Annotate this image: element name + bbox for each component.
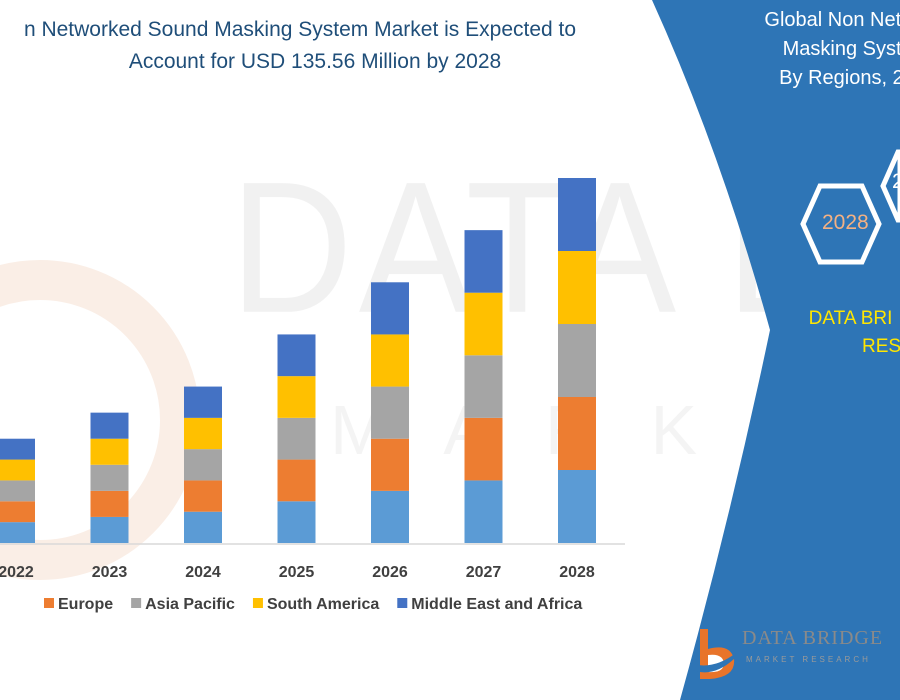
x-tick-label-2026: 2026 bbox=[372, 564, 408, 581]
x-tick-label-2024: 2024 bbox=[185, 564, 221, 581]
side-panel: Global Non Netw Masking Syster By Region… bbox=[600, 0, 900, 700]
side-panel-title-line-2: Masking Syster bbox=[782, 38, 900, 60]
side-panel-title-line-1: Global Non Netw bbox=[764, 9, 900, 31]
bar-2024-series-2 bbox=[184, 449, 222, 481]
bar-2027-series-3 bbox=[464, 292, 503, 356]
x-tick-label-2025: 2025 bbox=[279, 564, 315, 581]
bar-2023-series-0 bbox=[90, 516, 129, 543]
legend-swatch-3 bbox=[252, 598, 263, 608]
side-panel-title-line-3: By Regions, 20 bbox=[779, 67, 900, 89]
bar-2025-series-4 bbox=[277, 334, 316, 377]
legend-label-1: Europe bbox=[58, 596, 113, 613]
x-tick-label-2028: 2028 bbox=[559, 564, 595, 581]
bar-2023-series-4 bbox=[90, 412, 129, 439]
bar-2025-series-2 bbox=[277, 417, 316, 460]
bar-2026-series-2 bbox=[371, 386, 409, 439]
bar-2027-series-0 bbox=[464, 480, 503, 543]
legend-swatch-1 bbox=[44, 598, 54, 608]
headline-line-1: n Networked Sound Masking System Market … bbox=[23, 18, 577, 41]
legend-swatch-4 bbox=[397, 598, 408, 608]
bar-2024-series-4 bbox=[184, 386, 222, 418]
bar-2024-series-1 bbox=[184, 480, 222, 512]
bar-2028-series-0 bbox=[558, 470, 596, 543]
logo-mark-icon bbox=[690, 629, 736, 679]
bar-2026-series-1 bbox=[371, 438, 409, 491]
x-tick-label-2023: 2023 bbox=[92, 564, 128, 581]
side-panel-brand: DATA BRI RES bbox=[800, 305, 900, 361]
bar-2025-series-1 bbox=[277, 459, 316, 502]
year-hexagon bbox=[800, 183, 882, 265]
bar-2024-series-3 bbox=[184, 417, 222, 450]
stacked-bar-chart: 2022202320242025202620272028ricaEuropeAs… bbox=[0, 178, 625, 613]
bar-2026-series-0 bbox=[371, 490, 409, 543]
bar-2023-series-3 bbox=[90, 438, 129, 465]
hex-year-label: 2028 bbox=[822, 211, 869, 234]
x-tick-label-2022: 2022 bbox=[0, 564, 34, 581]
headline-line-2: Account for USD 135.56 Million by 2028 bbox=[128, 50, 502, 73]
bar-2023-series-1 bbox=[90, 490, 129, 517]
bar-2022-series-1 bbox=[0, 501, 35, 523]
bar-2023-series-2 bbox=[90, 464, 129, 491]
bar-2022-series-0 bbox=[0, 522, 35, 543]
legend-label-2: Asia Pacific bbox=[145, 596, 235, 613]
legend-label-3: South America bbox=[267, 596, 379, 613]
side-panel-title: Global Non Netw Masking Syster By Region… bbox=[710, 6, 900, 93]
side-panel-brand-line-2: RES bbox=[862, 336, 900, 357]
partial-hexagon bbox=[880, 149, 900, 223]
bar-2026-series-3 bbox=[371, 334, 409, 387]
bar-2026-series-4 bbox=[371, 282, 409, 335]
side-panel-background bbox=[652, 0, 900, 700]
bar-2022-series-3 bbox=[0, 459, 35, 481]
headline: n Networked Sound Masking System Market … bbox=[0, 14, 630, 78]
logo-brand-text: DATA BRIDGE bbox=[742, 627, 884, 649]
bar-2022-series-2 bbox=[0, 480, 35, 502]
bar-2025-series-3 bbox=[277, 376, 316, 418]
hex-partial-label: 2 bbox=[892, 170, 900, 193]
side-panel-brand-line-1: DATA BRI bbox=[808, 308, 893, 329]
bar-2028-series-3 bbox=[558, 251, 596, 324]
logo-sub-text: MARKET RESEARCH bbox=[746, 655, 871, 664]
legend-label-4: Middle East and Africa bbox=[411, 596, 582, 613]
footer-logo: DATA BRIDGE MARKET RESEARCH bbox=[690, 625, 900, 685]
bar-2027-series-1 bbox=[464, 417, 503, 481]
bar-2028-series-2 bbox=[558, 324, 596, 397]
bar-2028-series-1 bbox=[558, 397, 596, 470]
side-panel-shape bbox=[652, 0, 900, 700]
bar-2028-series-4 bbox=[558, 178, 596, 251]
x-tick-label-2027: 2027 bbox=[466, 564, 502, 581]
bar-2027-series-2 bbox=[464, 355, 503, 418]
bar-2022-series-4 bbox=[0, 438, 35, 460]
bar-2025-series-0 bbox=[277, 501, 316, 543]
legend-swatch-2 bbox=[131, 598, 142, 608]
bar-2027-series-4 bbox=[464, 230, 503, 293]
bar-2024-series-0 bbox=[184, 511, 222, 543]
